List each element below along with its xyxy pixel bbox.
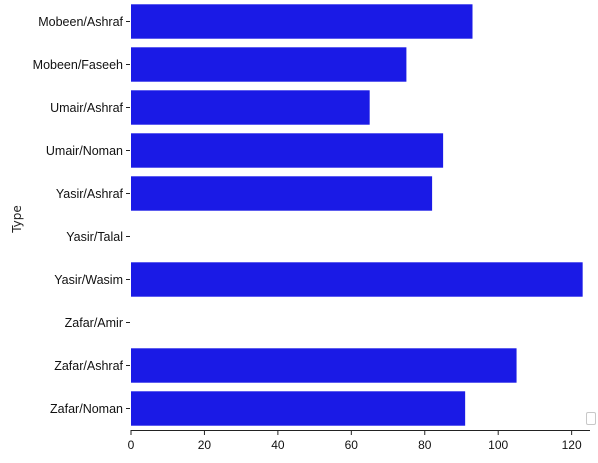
bar xyxy=(131,176,433,211)
x-tick-label: 20 xyxy=(198,438,212,452)
x-tick-label: 80 xyxy=(418,438,432,452)
category-label: Umair/Noman xyxy=(46,144,123,158)
y-ticks xyxy=(126,21,130,409)
category-label: Yasir/Ashraf xyxy=(56,187,124,201)
x-tick-label: 60 xyxy=(345,438,359,452)
collapse-icon[interactable] xyxy=(586,412,596,425)
category-label: Zafar/Ashraf xyxy=(54,359,123,373)
x-tick-label: 40 xyxy=(271,438,285,452)
bar xyxy=(131,391,466,426)
category-label: Mobeen/Ashraf xyxy=(38,15,123,29)
category-label: Umair/Ashraf xyxy=(50,101,123,115)
category-label: Zafar/Amir xyxy=(65,316,123,330)
x-ticks: 0 20 40 60 80 100 120 xyxy=(128,430,582,452)
x-tick-label: 0 xyxy=(128,438,135,452)
category-label: Yasir/Talal xyxy=(66,230,123,244)
bar xyxy=(131,348,517,383)
category-label: Mobeen/Faseeh xyxy=(33,58,123,72)
x-tick-label: 120 xyxy=(562,438,582,452)
bar xyxy=(131,4,473,39)
category-label: Yasir/Wasim xyxy=(54,273,123,287)
x-tick-label: 100 xyxy=(488,438,508,452)
bar xyxy=(131,47,407,82)
category-labels: Mobeen/Ashraf Mobeen/Faseeh Umair/Ashraf Um… xyxy=(33,15,124,416)
bar xyxy=(131,133,444,168)
category-label: Zafar/Noman xyxy=(50,402,123,416)
bars-group xyxy=(131,4,583,426)
bar xyxy=(131,262,583,297)
bar xyxy=(131,90,370,125)
y-axis-title: Type xyxy=(10,205,24,234)
